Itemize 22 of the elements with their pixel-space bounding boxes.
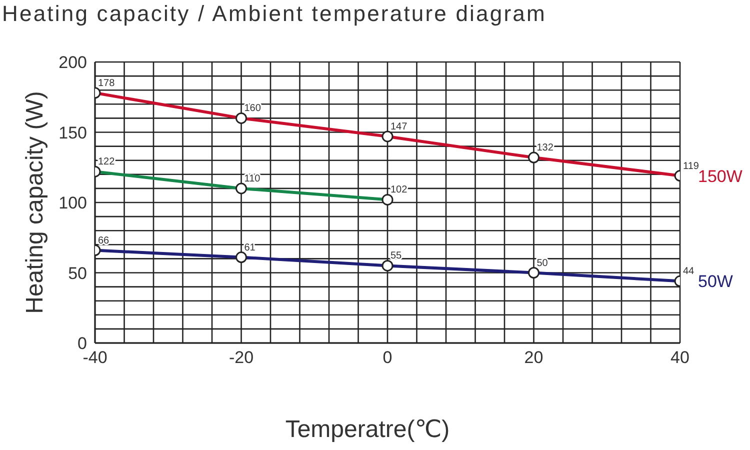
- data-label: 44: [683, 266, 695, 278]
- series-label: 150W: [698, 166, 742, 186]
- y-axis-title: Heating capacity (W): [21, 91, 48, 314]
- y-tick-label: 100: [58, 194, 87, 213]
- data-label: 110: [244, 173, 261, 184]
- x-tick-label: 0: [382, 348, 392, 368]
- y-tick-label: 50: [68, 264, 87, 283]
- data-label: 178: [98, 78, 116, 89]
- data-label: 61: [244, 242, 256, 254]
- data-label: 50: [536, 258, 548, 269]
- x-tick-label: -20: [228, 348, 254, 368]
- x-tick-label: 20: [524, 348, 544, 368]
- y-tick-label: 150: [58, 123, 87, 142]
- data-label: 119: [683, 160, 700, 172]
- series-label: 50W: [698, 272, 733, 292]
- chart-title: Heating capacity / Ambient temperature diagram: [2, 1, 546, 27]
- data-label: 66: [98, 235, 110, 246]
- data-label: 160: [244, 103, 262, 114]
- y-tick-label: 200: [58, 53, 87, 72]
- data-label: 147: [390, 121, 408, 132]
- x-tick-label: 40: [670, 348, 690, 368]
- x-axis-title: Temperatre(℃): [285, 416, 450, 443]
